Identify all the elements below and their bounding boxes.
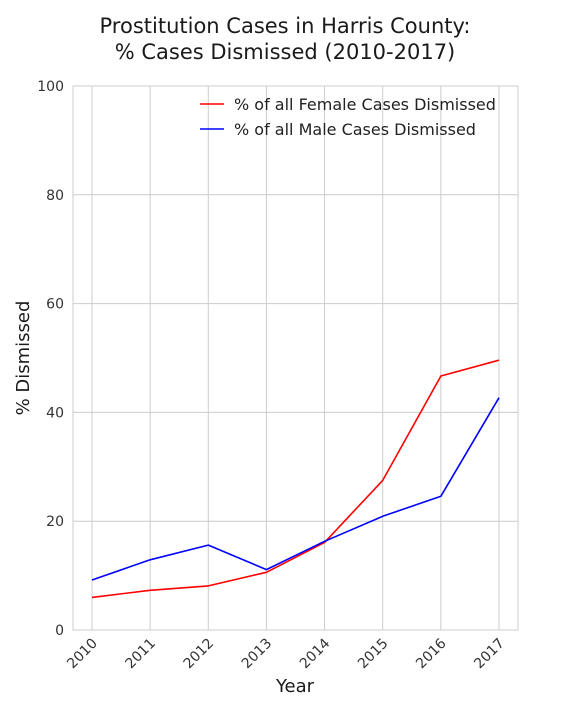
y-tick-label: 20 [46, 514, 64, 530]
y-tick-label: 80 [46, 188, 64, 204]
plot-frame [72, 85, 519, 631]
x-tick-label: 2016 [413, 635, 450, 672]
x-tick-label: 2013 [239, 636, 276, 673]
legend: % of all Female Cases Dismissed % of all … [200, 95, 496, 139]
x-tick-labels: 2010 2011 2012 2013 2014 2015 2016 2017 [64, 635, 508, 672]
legend-label: % of all Female Cases Dismissed [234, 95, 496, 114]
x-tick-label: 2010 [64, 636, 101, 673]
grid [73, 85, 518, 631]
x-tick-label: 2012 [181, 636, 218, 673]
y-tick-label: 0 [55, 623, 64, 639]
x-tick-label: 2017 [471, 636, 508, 673]
chart-title-line-2: % Cases Dismissed (2010-2017) [115, 40, 456, 64]
x-tick-label: 2014 [297, 635, 334, 672]
x-tick-label: 2011 [122, 636, 159, 673]
series-line-female [91, 359, 500, 599]
y-tick-label: 60 [46, 297, 64, 313]
y-tick-label: 100 [37, 79, 64, 95]
x-axis-label: Year [275, 676, 315, 697]
series-line-male [91, 397, 500, 581]
x-tick-label: 2015 [355, 636, 392, 673]
y-tick-label: 40 [46, 405, 64, 421]
series-lines [91, 359, 500, 599]
legend-label: % of all Male Cases Dismissed [234, 120, 476, 139]
chart-title-line-1: Prostitution Cases in Harris County: [100, 14, 471, 38]
y-tick-labels: 0 20 40 60 80 100 [37, 79, 64, 639]
y-axis-label: % Dismissed [13, 301, 34, 416]
